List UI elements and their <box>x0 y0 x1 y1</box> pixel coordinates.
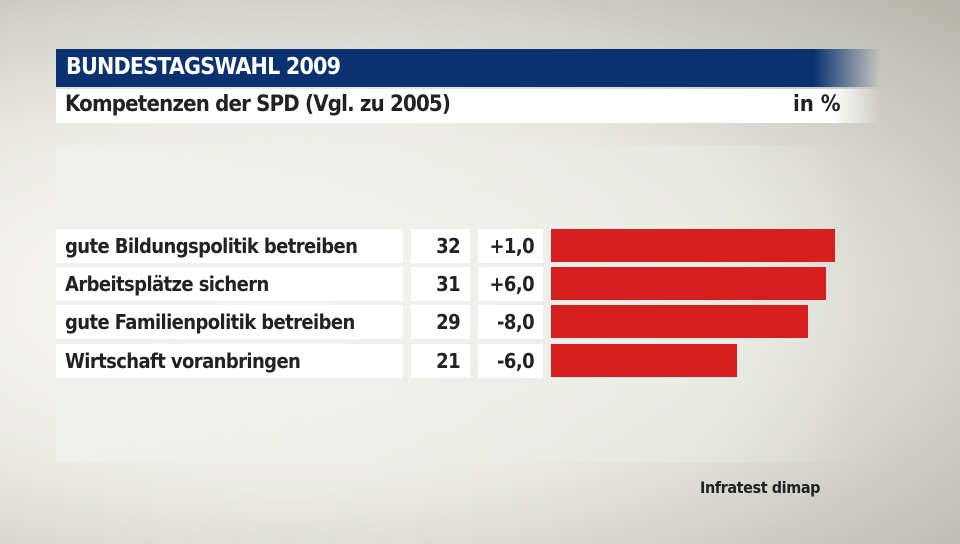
category-label: gute Bildungspolitik betreiben <box>56 229 403 263</box>
category-label: Wirtschaft voranbringen <box>56 344 403 378</box>
subtitle-bar: Kompetenzen der SPD (Vgl. zu 2005) in % <box>56 89 880 123</box>
category-label: Arbeitsplätze sichern <box>56 267 403 301</box>
value-label: 21 <box>411 344 470 378</box>
change-label: +6,0 <box>478 267 543 301</box>
chart-title: Kompetenzen der SPD (Vgl. zu 2005) <box>65 92 451 117</box>
bar <box>551 344 738 377</box>
bar <box>551 229 835 262</box>
bar <box>551 305 809 338</box>
change-label: -8,0 <box>478 305 543 339</box>
category-label: gute Familienpolitik betreiben <box>56 305 403 339</box>
chart-panel <box>56 145 856 462</box>
header-bar: BUNDESTAGSWAHL 2009 <box>56 49 880 87</box>
value-label: 31 <box>411 267 470 301</box>
value-label: 29 <box>411 305 470 339</box>
change-label: +1,0 <box>478 229 543 263</box>
change-label: -6,0 <box>478 344 543 378</box>
bar <box>551 267 827 300</box>
header-title: BUNDESTAGSWAHL 2009 <box>66 54 341 80</box>
source-label: Infratest dimap <box>700 478 821 497</box>
unit-label: in % <box>793 92 841 117</box>
value-label: 32 <box>411 229 470 263</box>
